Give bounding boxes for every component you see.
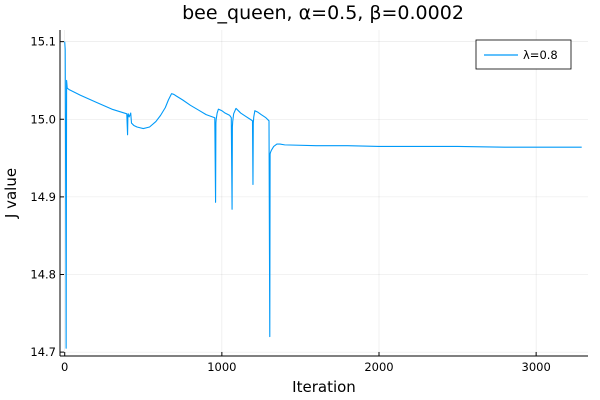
legend-label: λ=0.8 bbox=[523, 48, 558, 62]
y-tick-label: 15.1 bbox=[30, 35, 56, 49]
y-tick-label: 14.8 bbox=[30, 268, 56, 282]
y-axis-label: J value bbox=[2, 168, 20, 219]
tick-labels: 0 1000 2000 3000 14.7 14.8 14.9 15.0 15.1 bbox=[30, 35, 550, 374]
x-tick-label: 3000 bbox=[522, 360, 551, 374]
legend: λ=0.8 bbox=[475, 39, 572, 70]
grid-lines bbox=[60, 30, 588, 356]
y-tick-label: 14.7 bbox=[30, 345, 56, 359]
axes bbox=[59, 30, 588, 357]
x-axis-label: Iteration bbox=[292, 378, 356, 396]
x-tick-label: 2000 bbox=[364, 360, 393, 374]
chart-title: bee_queen, α=0.5, β=0.0002 bbox=[182, 2, 464, 24]
y-tick-label: 15.0 bbox=[30, 112, 56, 126]
y-tick-label: 14.9 bbox=[30, 190, 56, 204]
x-tick-label: 0 bbox=[61, 360, 68, 374]
series-layer bbox=[64, 41, 582, 349]
series-line bbox=[64, 41, 582, 349]
x-tick-label: 1000 bbox=[207, 360, 236, 374]
